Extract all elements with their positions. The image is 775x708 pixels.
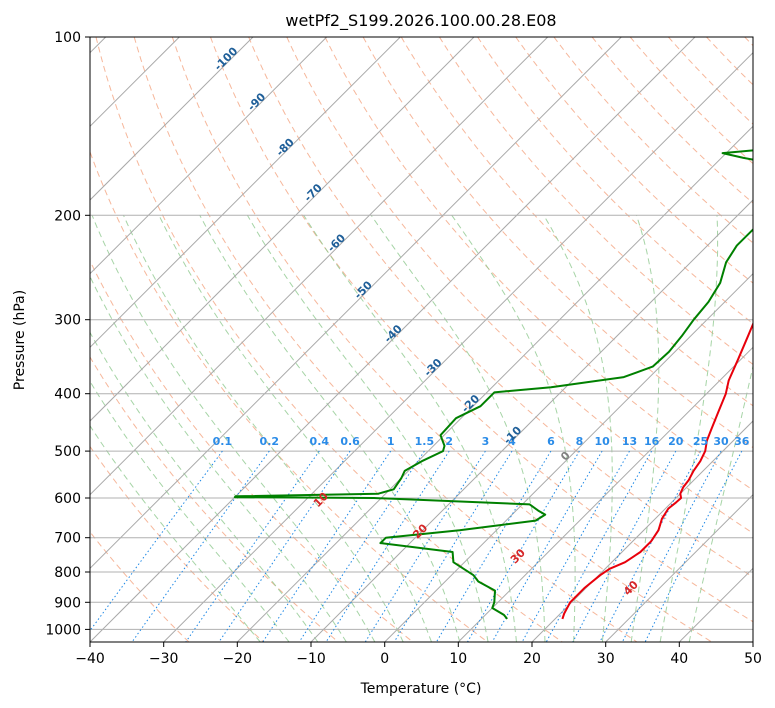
y-tick-label: 500 <box>54 444 81 460</box>
mixing-ratio-label: 1.5 <box>415 435 435 448</box>
dry-adiabat <box>171 37 712 642</box>
dry-adiabat <box>90 150 488 642</box>
mixing-ratio-line <box>298 450 425 642</box>
isotherm <box>457 346 753 642</box>
y-tick-label: 700 <box>54 531 81 547</box>
profile-lines <box>233 149 753 620</box>
y-tick-label: 800 <box>54 565 81 581</box>
dry-adiabat <box>553 37 753 244</box>
mixing-ratio-line <box>393 450 513 642</box>
mixing-ratio-label: 0.2 <box>260 435 280 448</box>
y-tick-label: 1000 <box>45 622 81 638</box>
mixing-ratio-label: 0.4 <box>310 435 330 448</box>
isotherm <box>90 37 254 201</box>
x-axis-title: Temperature (°C) <box>360 681 482 697</box>
mixing-ratio-label: 8 <box>576 435 584 448</box>
x-tick-label: 40 <box>670 651 688 667</box>
plot-frame <box>89 36 754 643</box>
isotherm <box>90 37 622 570</box>
chart-title: wetPf2_S199.2026.100.00.28.E08 <box>285 11 556 31</box>
dry-adiabat <box>438 37 753 365</box>
moist-adiabat <box>246 215 489 642</box>
mixing-ratio-line <box>621 450 722 642</box>
moist-adiabat <box>91 215 376 642</box>
x-tick-label: −30 <box>149 651 179 667</box>
dry-adiabat <box>400 37 753 407</box>
mixing-ratio-line <box>572 450 677 642</box>
mixing-ratio-line <box>599 450 701 642</box>
y-tick-label: 200 <box>54 208 81 224</box>
isotherm <box>605 493 753 642</box>
x-tick-label: 50 <box>744 651 762 667</box>
dry-adiabat <box>90 531 190 642</box>
x-tick-label: −20 <box>223 651 253 667</box>
isotherm <box>310 199 753 642</box>
moist-adiabat <box>90 380 290 642</box>
moist-adiabat <box>90 331 319 642</box>
x-tick-label: 20 <box>523 651 541 667</box>
dry-adiabat <box>286 37 753 534</box>
mixing-ratio-label: 30 <box>713 435 729 448</box>
mixing-ratio-label: 10 <box>594 435 610 448</box>
mixing-ratio-label: 3 <box>482 435 490 448</box>
temperature-line <box>561 321 753 620</box>
y-tick-label: 400 <box>54 387 81 403</box>
isotherm <box>236 125 753 642</box>
mixing-ratio-label: 2 <box>445 435 453 448</box>
dry-adiabat <box>515 37 753 284</box>
mixing-ratio-line <box>521 450 630 642</box>
background-lines <box>90 37 753 642</box>
mixing-ratio-label: 0.1 <box>213 435 233 448</box>
moist-adiabat <box>659 215 719 642</box>
dewpoint-line <box>233 149 753 620</box>
isotherm <box>90 37 549 496</box>
mixing-ratio-line <box>545 450 653 642</box>
y-axis-title: Pressure (hPa) <box>12 290 28 390</box>
mixing-ratio-label: 1 <box>387 435 395 448</box>
mixing-ratio-label: 13 <box>622 435 637 448</box>
mixing-ratio-label: 0.6 <box>340 435 360 448</box>
mixing-ratio-line <box>491 450 603 642</box>
mixing-ratio-label: 4 <box>508 435 516 448</box>
moist-adiabat <box>370 215 546 642</box>
mixing-ratio-label: 36 <box>734 435 750 448</box>
moist-adiabat <box>451 215 576 642</box>
isotherm <box>90 37 475 422</box>
isotherm <box>90 37 328 275</box>
dry-adiabat <box>95 37 563 642</box>
moist-adiabat <box>90 275 347 642</box>
moist-adiabat <box>303 215 517 642</box>
y-tick-label: 100 <box>54 30 81 46</box>
mixing-ratio-label: 6 <box>547 435 555 448</box>
x-tick-label: 10 <box>449 651 467 667</box>
x-tick-label: 0 <box>380 651 389 667</box>
y-tick-label: 300 <box>54 313 81 329</box>
isotherm <box>163 51 753 642</box>
isotherm <box>384 272 753 642</box>
moist-adiabat <box>630 215 660 642</box>
isotherm <box>531 420 753 642</box>
x-tick-label: 30 <box>597 651 615 667</box>
mixing-ratio-label: 25 <box>693 435 708 448</box>
x-tick-label: −10 <box>296 651 326 667</box>
mixing-ratio-line <box>644 450 743 642</box>
x-tick-label: −40 <box>75 651 105 667</box>
y-tick-label: 900 <box>54 595 81 611</box>
mixing-ratio-line <box>90 450 223 632</box>
isotherm <box>90 37 401 349</box>
mixing-ratio-label: 16 <box>644 435 660 448</box>
moist-adiabat <box>199 215 461 642</box>
dry-adiabat <box>90 445 264 642</box>
isotherm <box>90 37 696 642</box>
dry-adiabat <box>210 37 753 623</box>
mixing-ratio-label: 20 <box>668 435 684 448</box>
dry-adiabat <box>90 259 414 642</box>
axes: −40 −30 −20 −10 0 10 20 30 40 5010020030040050060… <box>45 30 762 667</box>
moist-adiabat <box>123 215 404 642</box>
y-tick-label: 600 <box>54 491 81 507</box>
